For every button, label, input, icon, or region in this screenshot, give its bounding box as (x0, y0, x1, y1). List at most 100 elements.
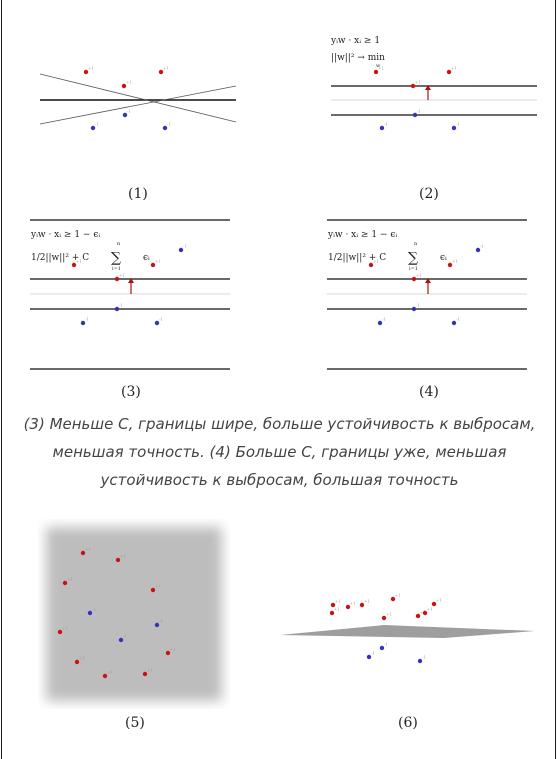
negative-point-tag: -1 (95, 122, 99, 127)
negative-point-tag: -1 (416, 303, 420, 308)
constraint-equation: yᵢw · xᵢ ≥ 1 (330, 36, 380, 46)
figure-5-label: (5) (125, 715, 145, 731)
positive-point-tag: +1 (85, 547, 91, 552)
negative-point (114, 306, 120, 312)
positive-point-tag: +1 (334, 607, 340, 612)
positive-point (373, 69, 379, 75)
positive-point (114, 276, 120, 282)
positive-point (158, 69, 164, 75)
positive-point (71, 262, 77, 268)
negative-point (154, 320, 160, 326)
positive-point (142, 671, 148, 677)
positive-point (368, 262, 374, 268)
sum-upper-limit: n (414, 241, 418, 247)
figure-2-diagram: yᵢw · xᵢ ≥ 1 ||w||² → min w +1 +1 +1 -1 -1 -… (330, 36, 537, 131)
sum-lower-limit: i=1 (112, 266, 121, 272)
constraint-equation: yᵢw · xᵢ ≥ 1 − ϵᵢ (327, 230, 397, 240)
positive-point-tag: +1 (427, 607, 433, 612)
negative-point (379, 645, 385, 651)
negative-point (366, 654, 372, 660)
positive-point (150, 262, 156, 268)
positive-point-tag: +1 (416, 273, 422, 278)
slack-variable: ϵᵢ (143, 253, 150, 263)
negative-point (90, 125, 96, 131)
sum-upper-limit: n (117, 241, 121, 247)
positive-point-tag: +1 (436, 598, 442, 603)
positive-point (446, 69, 452, 75)
positive-point-tag: +1 (452, 259, 458, 264)
positive-point (410, 83, 416, 89)
negative-point (412, 112, 418, 118)
negative-point-tag: -1 (119, 303, 123, 308)
negative-point-tag: -1 (159, 317, 163, 322)
figure-3-diagram: yᵢw · xᵢ ≥ 1 − ϵᵢ 1/2||w||² + C n ∑ i=1 … (30, 219, 230, 370)
negative-point-tag: -1 (127, 109, 131, 114)
negative-point-tag: -1 (422, 655, 426, 660)
positive-point-tag: +1 (79, 656, 85, 661)
negative-point (122, 112, 128, 118)
positive-point (74, 659, 80, 665)
objective-equation: 1/2||w||² + C (31, 253, 89, 263)
negative-point (451, 320, 457, 326)
positive-point-tag: +1 (120, 554, 126, 559)
positive-point (330, 602, 336, 608)
negative-point-tag: -1 (92, 607, 96, 612)
negative-point (451, 125, 457, 131)
objective-equation: 1/2||w||² + C (328, 253, 386, 263)
positive-point-tag: +1 (350, 601, 356, 606)
positive-point (165, 650, 171, 656)
negative-point-tag: -1 (159, 619, 163, 624)
positive-point-tag: +1 (163, 66, 169, 71)
positive-point (447, 262, 453, 268)
figure-3-label: (3) (121, 384, 141, 400)
positive-point (121, 83, 127, 89)
margin-arrow-head (425, 278, 431, 283)
negative-point-tag: -1 (456, 317, 460, 322)
sum-lower-limit: i=1 (409, 266, 418, 272)
positive-point (422, 610, 428, 616)
negative-point (475, 247, 481, 253)
negative-point-tag: -1 (371, 651, 375, 656)
negative-point-tag: -1 (85, 317, 89, 322)
positive-point (329, 610, 335, 616)
negative-point (377, 320, 383, 326)
negative-point (411, 306, 417, 312)
negative-point-tag: -1 (183, 244, 187, 249)
negative-point (80, 320, 86, 326)
positive-point (411, 276, 417, 282)
positive-point-tag: +1 (147, 668, 153, 673)
negative-point (118, 637, 124, 643)
positive-point (345, 604, 351, 610)
negative-point-tag: -1 (167, 122, 171, 127)
figure-5-diagram: +1 +1 +1 +1 +1 +1 +1 +1 +1 -1 -1 -1 (46, 527, 222, 701)
positive-point-tag: +1 (155, 584, 161, 589)
positive-point-tag: +1 (373, 259, 379, 264)
positive-point-tag: +1 (62, 626, 68, 631)
positive-point (83, 69, 89, 75)
positive-point (415, 613, 421, 619)
slack-variable: ϵᵢ (440, 253, 447, 263)
negative-point (154, 622, 160, 628)
positive-point-tag: +1 (119, 273, 125, 278)
positive-point-tag: +1 (386, 612, 392, 617)
negative-point (417, 658, 423, 664)
figure-1-label: (1) (128, 186, 148, 202)
positive-point-tag: +1 (126, 80, 132, 85)
positive-point (359, 602, 365, 608)
negative-point-tag: -1 (382, 317, 386, 322)
figure-4-diagram: yᵢw · xᵢ ≥ 1 − ϵᵢ 1/2||w||² + C n ∑ i=1 … (327, 219, 527, 370)
figure-4-label: (4) (419, 384, 439, 400)
positive-point-tag: +1 (76, 259, 82, 264)
negative-point (379, 125, 385, 131)
positive-point-tag: +1 (420, 610, 426, 615)
margin-arrow-head (425, 85, 431, 90)
negative-point-tag: -1 (384, 122, 388, 127)
positive-point-tag: +1 (395, 593, 401, 598)
negative-point (178, 247, 184, 253)
positive-point-tag: +1 (451, 66, 457, 71)
figure-1-diagram: +1 +1 +1 -1 -1 -1 (39, 66, 237, 131)
constraint-equation: yᵢw · xᵢ ≥ 1 − ϵᵢ (30, 230, 100, 240)
objective-subscript: w (376, 63, 381, 69)
negative-point-tag: -1 (480, 244, 484, 249)
